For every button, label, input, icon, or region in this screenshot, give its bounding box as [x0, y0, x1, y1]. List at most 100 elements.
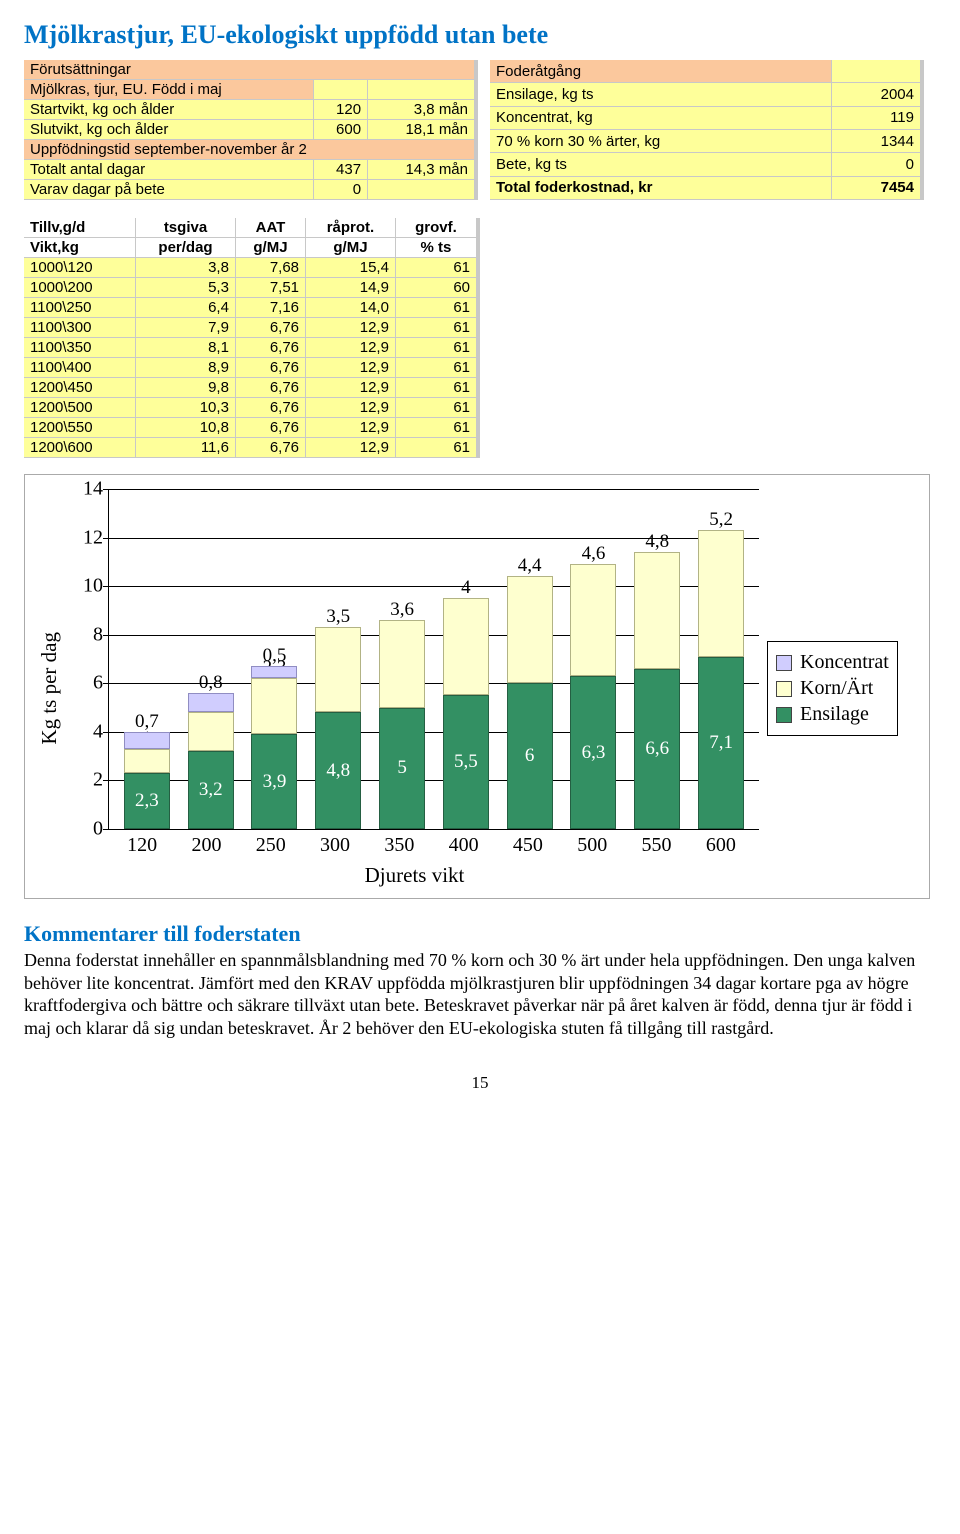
x-tick-label: 550 [634, 834, 680, 857]
lt-r5: Uppfödningstid september-november år 2 [24, 140, 474, 160]
bar: 53,6 [379, 620, 425, 829]
table-cell: 6,76 [235, 358, 305, 378]
bar-value-label: 4,8 [326, 760, 350, 782]
legend-swatch [776, 681, 792, 697]
lt-r3-v2: 3,8 mån [368, 100, 474, 120]
table-cell: 1100\350 [24, 338, 136, 358]
x-tick-label: 250 [248, 834, 294, 857]
table-cell: 10,3 [136, 398, 236, 418]
table-cell: 61 [395, 298, 476, 318]
dt-h4a: råprot. [306, 218, 396, 238]
table-row: 1100\3007,96,7612,961 [24, 318, 476, 338]
table-cell: 61 [395, 338, 476, 358]
table-row: 1100\4008,96,7612,961 [24, 358, 476, 378]
table-cell: 61 [395, 318, 476, 338]
lt-r4-l: Slutvikt, kg och ålder [24, 120, 314, 140]
table-cell: 12,9 [306, 418, 396, 438]
table-row: 1200\55010,86,7612,961 [24, 418, 476, 438]
bar: 2,310,7 [124, 732, 170, 829]
bar: 3,92,30,5 [251, 666, 297, 829]
table-cell: 12,9 [306, 378, 396, 398]
table-cell: 12,9 [306, 398, 396, 418]
top-tables-row: Förutsättningar Mjölkras, tjur, EU. Född… [24, 60, 936, 200]
y-tick-label: 0 [75, 818, 103, 841]
bar-value-label: 3,9 [263, 771, 287, 793]
dt-h3a: AAT [235, 218, 305, 238]
y-axis-title: Kg ts per dag [37, 632, 62, 745]
table-cell: 6,76 [235, 338, 305, 358]
table-cell: 7,51 [235, 278, 305, 298]
table-cell: 6,76 [235, 318, 305, 338]
table-row: 1000\1203,87,6815,461 [24, 258, 476, 278]
legend-label: Koncentrat [800, 651, 889, 674]
table-cell: 10,8 [136, 418, 236, 438]
table-cell: 7,9 [136, 318, 236, 338]
bar-value-label: 4,8 [645, 531, 669, 553]
dt-h1b: Vikt,kg [24, 238, 136, 258]
table-cell: 61 [395, 358, 476, 378]
bar-value-label: 3,6 [390, 599, 414, 621]
table-cell: 12,9 [306, 358, 396, 378]
x-axis-title: Djurets vikt [70, 863, 759, 888]
table-cell: 8,1 [136, 338, 236, 358]
bar-value-label: 0,5 [263, 645, 287, 667]
table-cell: 3,8 [136, 258, 236, 278]
y-tick-label: 6 [75, 672, 103, 695]
rt-hdr: Foderåtgång [490, 60, 831, 83]
table-cell: 1200\450 [24, 378, 136, 398]
lt-hdr: Förutsättningar [24, 60, 474, 80]
x-tick-label: 450 [505, 834, 551, 857]
y-tick-label: 2 [75, 769, 103, 792]
dt-h5b: % ts [395, 238, 476, 258]
comments-heading: Kommentarer till foderstaten [24, 921, 936, 947]
table-cell: 15,4 [306, 258, 396, 278]
table-row: 1200\50010,36,7612,961 [24, 398, 476, 418]
x-tick-label: 500 [569, 834, 615, 857]
dt-h2a: tsgiva [136, 218, 236, 238]
table-cell: 12,9 [306, 338, 396, 358]
table-cell: 14,0 [306, 298, 396, 318]
table-cell: 8,9 [136, 358, 236, 378]
y-tick-label: 4 [75, 720, 103, 743]
table-row: 1000\2005,37,5114,960 [24, 278, 476, 298]
lt-r4-v1: 600 [314, 120, 368, 140]
bar-value-label: 5 [397, 757, 407, 779]
lt-r3-l: Startvikt, kg och ålder [24, 100, 314, 120]
bar-value-label: 6,3 [582, 742, 606, 764]
chart-plot: 024681012142,310,73,21,60,83,92,30,54,83… [108, 489, 759, 830]
bar-value-label: 6,6 [645, 738, 669, 760]
legend-label: Ensilage [800, 703, 869, 726]
table-cell: 7,68 [235, 258, 305, 278]
right-table: Foderåtgång Ensilage, kg ts2004 Koncentr… [490, 60, 920, 200]
table-cell: 14,9 [306, 278, 396, 298]
lt-r7-v1: 0 [314, 180, 368, 200]
lt-r2: Mjölkras, tjur, EU. Född i maj [24, 80, 314, 100]
rt-r6-v: 7454 [831, 176, 920, 199]
bar-value-label: 0,7 [135, 711, 159, 733]
lt-r6-l: Totalt antal dagar [24, 160, 314, 180]
rt-r5-l: Bete, kg ts [490, 153, 831, 176]
dt-h1a: Tillv,g/d [24, 218, 136, 238]
y-tick-label: 8 [75, 623, 103, 646]
table-cell: 1100\400 [24, 358, 136, 378]
bar-value-label: 5,2 [709, 509, 733, 531]
bar-value-label: 6 [525, 745, 535, 767]
legend-swatch [776, 655, 792, 671]
table-cell: 61 [395, 418, 476, 438]
bar: 5,54 [443, 598, 489, 829]
bar-value-label: 7,1 [709, 732, 733, 754]
x-tick-label: 120 [119, 834, 165, 857]
lt-r7-l: Varav dagar på bete [24, 180, 314, 200]
bar-value-label: 2,3 [135, 790, 159, 812]
rt-r2-l: Ensilage, kg ts [490, 83, 831, 106]
table-cell: 5,3 [136, 278, 236, 298]
rt-r2-v: 2004 [831, 83, 920, 106]
chart-box: Kg ts per dag 024681012142,310,73,21,60,… [24, 474, 930, 899]
table-cell: 61 [395, 438, 476, 458]
lt-r3-v1: 120 [314, 100, 368, 120]
dt-h2b: per/dag [136, 238, 236, 258]
y-tick-label: 12 [75, 526, 103, 549]
bar-value-label: 4,4 [518, 555, 542, 577]
legend-swatch [776, 707, 792, 723]
rt-r5-v: 0 [831, 153, 920, 176]
